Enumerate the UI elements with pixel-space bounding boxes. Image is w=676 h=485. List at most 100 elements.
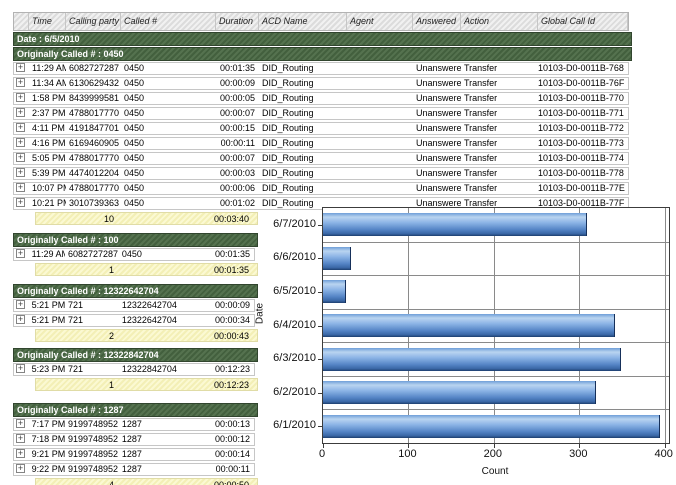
header-cell-duration[interactable]: Duration <box>216 13 259 30</box>
cell-duration: 00:00:14 <box>214 449 250 459</box>
y-tick-mark <box>318 258 323 259</box>
cell-agent <box>347 78 413 89</box>
expand-icon[interactable]: + <box>16 419 25 428</box>
cell-acd-name: DID_Routing <box>262 63 314 73</box>
gridline-vertical <box>664 208 666 443</box>
cell-global-call-id: 10103-D0-0011B-76F <box>538 78 625 88</box>
table-row[interactable]: +11:34 AM 6130629432 0450 00:00:09 DID_Routi… <box>13 77 629 90</box>
cell-calling-party: 9199748952 <box>67 419 118 429</box>
header-cell-calling-party[interactable]: Calling party # <box>66 13 121 30</box>
chart-bar <box>323 280 346 303</box>
y-axis-tick-label: 6/1/2010 <box>273 419 316 431</box>
expand-icon[interactable]: + <box>16 364 25 373</box>
expand-icon[interactable]: + <box>16 315 25 324</box>
expand-icon[interactable]: + <box>16 249 25 258</box>
y-tick-mark <box>318 326 323 327</box>
group-summary-row: 4 00:00:50 <box>35 478 258 485</box>
table-row[interactable]: +9:22 PM 9199748952 1287 00:00:11 <box>13 463 255 476</box>
summary-duration: 00:12:23 <box>213 380 249 390</box>
cell-duration: 00:00:09 <box>214 300 250 310</box>
cell-answered: Unanswered <box>416 78 461 88</box>
cell-called: 0450 <box>124 198 145 208</box>
cell-time: 4:11 PM <box>32 123 65 133</box>
cell-duration: 00:00:13 <box>214 419 250 429</box>
table-row[interactable]: +1:58 PM 8439999581 0450 00:00:05 DID_Routin… <box>13 92 629 105</box>
expand-cell: + <box>14 419 29 430</box>
table-row[interactable]: +7:17 PM 9199748952 1287 00:00:13 <box>13 418 255 431</box>
cell-agent <box>347 108 413 119</box>
cell-calling-party: 6169460905 <box>69 138 120 148</box>
y-axis-tick-label: 6/5/2010 <box>273 285 316 297</box>
expand-icon[interactable]: + <box>16 78 25 87</box>
expand-cell: + <box>14 168 29 179</box>
gridline-horizontal <box>323 275 669 276</box>
table-row[interactable]: +11:29 AM 6082727287 0450 00:01:35 DID_Routi… <box>13 62 629 75</box>
summary-call-count: 10 <box>103 214 114 224</box>
header-cell-agent[interactable]: Agent <box>347 13 413 30</box>
expand-cell: + <box>14 464 29 475</box>
expand-icon[interactable]: + <box>16 434 25 443</box>
table-row[interactable]: +10:21 PM3010739363 0450 00:01:02 DID_Routi… <box>13 197 629 210</box>
cell-answered: Unanswered <box>416 183 461 193</box>
cell-calling-party: 4788017770 <box>69 183 120 193</box>
header-cell-global-call-id[interactable]: Global Call Id <box>538 13 628 30</box>
expand-icon[interactable]: + <box>16 300 25 309</box>
header-cell-answered[interactable]: Answered <box>413 13 461 30</box>
table-row[interactable]: +4:16 PM 6169460905 0450 00:00:11 DID_Routin… <box>13 137 629 150</box>
cell-time: 2:37 PM <box>32 108 66 118</box>
x-tick-mark <box>493 443 495 448</box>
x-tick-mark <box>664 443 666 448</box>
expand-icon[interactable]: + <box>16 63 25 72</box>
cell-global-call-id: 10103-D0-0011B-772 <box>538 123 624 133</box>
table-row[interactable]: +5:39 PM 4474012204 0450 00:00:03 DID_Routin… <box>13 167 629 180</box>
chart-bar <box>323 381 596 404</box>
cell-called: 1287 <box>121 449 142 459</box>
y-axis-labels: 6/7/2010 6/6/2010 6/5/2010 6/4/2010 6/3/2010… <box>252 207 316 442</box>
summary-call-count: 2 <box>108 331 114 341</box>
group-header: Originally Called # : 1287 <box>13 403 258 417</box>
expand-icon[interactable]: + <box>16 138 25 147</box>
cell-called: 1287 <box>121 419 142 429</box>
cell-calling-party: 8439999581 <box>69 93 120 103</box>
cell-called: 0450 <box>124 168 145 178</box>
summary-duration: 00:00:50 <box>213 480 249 485</box>
expand-icon[interactable]: + <box>16 449 25 458</box>
expand-icon[interactable]: + <box>16 168 25 177</box>
summary-call-count: 4 <box>108 480 114 485</box>
table-row[interactable]: +9:21 PM 9199748952 1287 00:00:14 <box>13 448 255 461</box>
cell-answered: Unanswered <box>416 153 461 163</box>
call-group: Originally Called # : 12322642704 +5:21 P… <box>13 284 629 342</box>
cell-time: 5:39 PM <box>32 168 66 178</box>
expand-icon[interactable]: + <box>16 93 25 102</box>
group-header: Originally Called # : 12322842704 <box>13 348 258 362</box>
table-row[interactable]: +5:21 PM 721 12322642704 00:00:34 <box>13 314 255 327</box>
call-group: Originally Called # : 100+11:29 AM608272… <box>13 233 629 276</box>
header-cell-called[interactable]: Called # <box>121 13 216 30</box>
header-cell-acd-name[interactable]: ACD Name <box>259 13 347 30</box>
chart-bar <box>323 415 660 438</box>
cell-time: 1:58 PM <box>32 93 66 103</box>
table-row[interactable]: +5:21 PM 721 12322642704 00:00:09 <box>13 299 255 312</box>
table-row[interactable]: +7:18 PM 9199748952 1287 00:00:12 <box>13 433 255 446</box>
cell-called: 1287 <box>121 464 142 474</box>
table-row[interactable]: +5:23 PM 721 12322842704 00:12:23 <box>13 363 255 376</box>
expand-icon[interactable]: + <box>16 198 25 207</box>
cell-duration: 00:01:35 <box>219 63 255 73</box>
chart-bar <box>323 247 351 270</box>
cell-called: 0450 <box>124 123 145 133</box>
header-cell-action[interactable]: Action <box>461 13 538 30</box>
expand-icon[interactable]: + <box>16 108 25 117</box>
expand-icon[interactable]: + <box>16 153 25 162</box>
expand-icon[interactable]: + <box>16 123 25 132</box>
table-row[interactable]: +4:11 PM 4191847701 0450 00:00:15 DID_Routin… <box>13 122 629 135</box>
cell-acd-name: DID_Routing <box>262 168 314 178</box>
expand-cell: + <box>14 183 29 194</box>
expand-icon[interactable]: + <box>16 183 25 192</box>
expand-icon[interactable]: + <box>16 464 25 473</box>
table-row[interactable]: +2:37 PM 4788017770 0450 00:00:07 DID_Routin… <box>13 107 629 120</box>
table-row[interactable]: +5:05 PM 4788017770 0450 00:00:07 DID_Routin… <box>13 152 629 165</box>
y-tick-mark <box>318 359 323 360</box>
header-cell-time[interactable]: Time <box>29 13 66 30</box>
